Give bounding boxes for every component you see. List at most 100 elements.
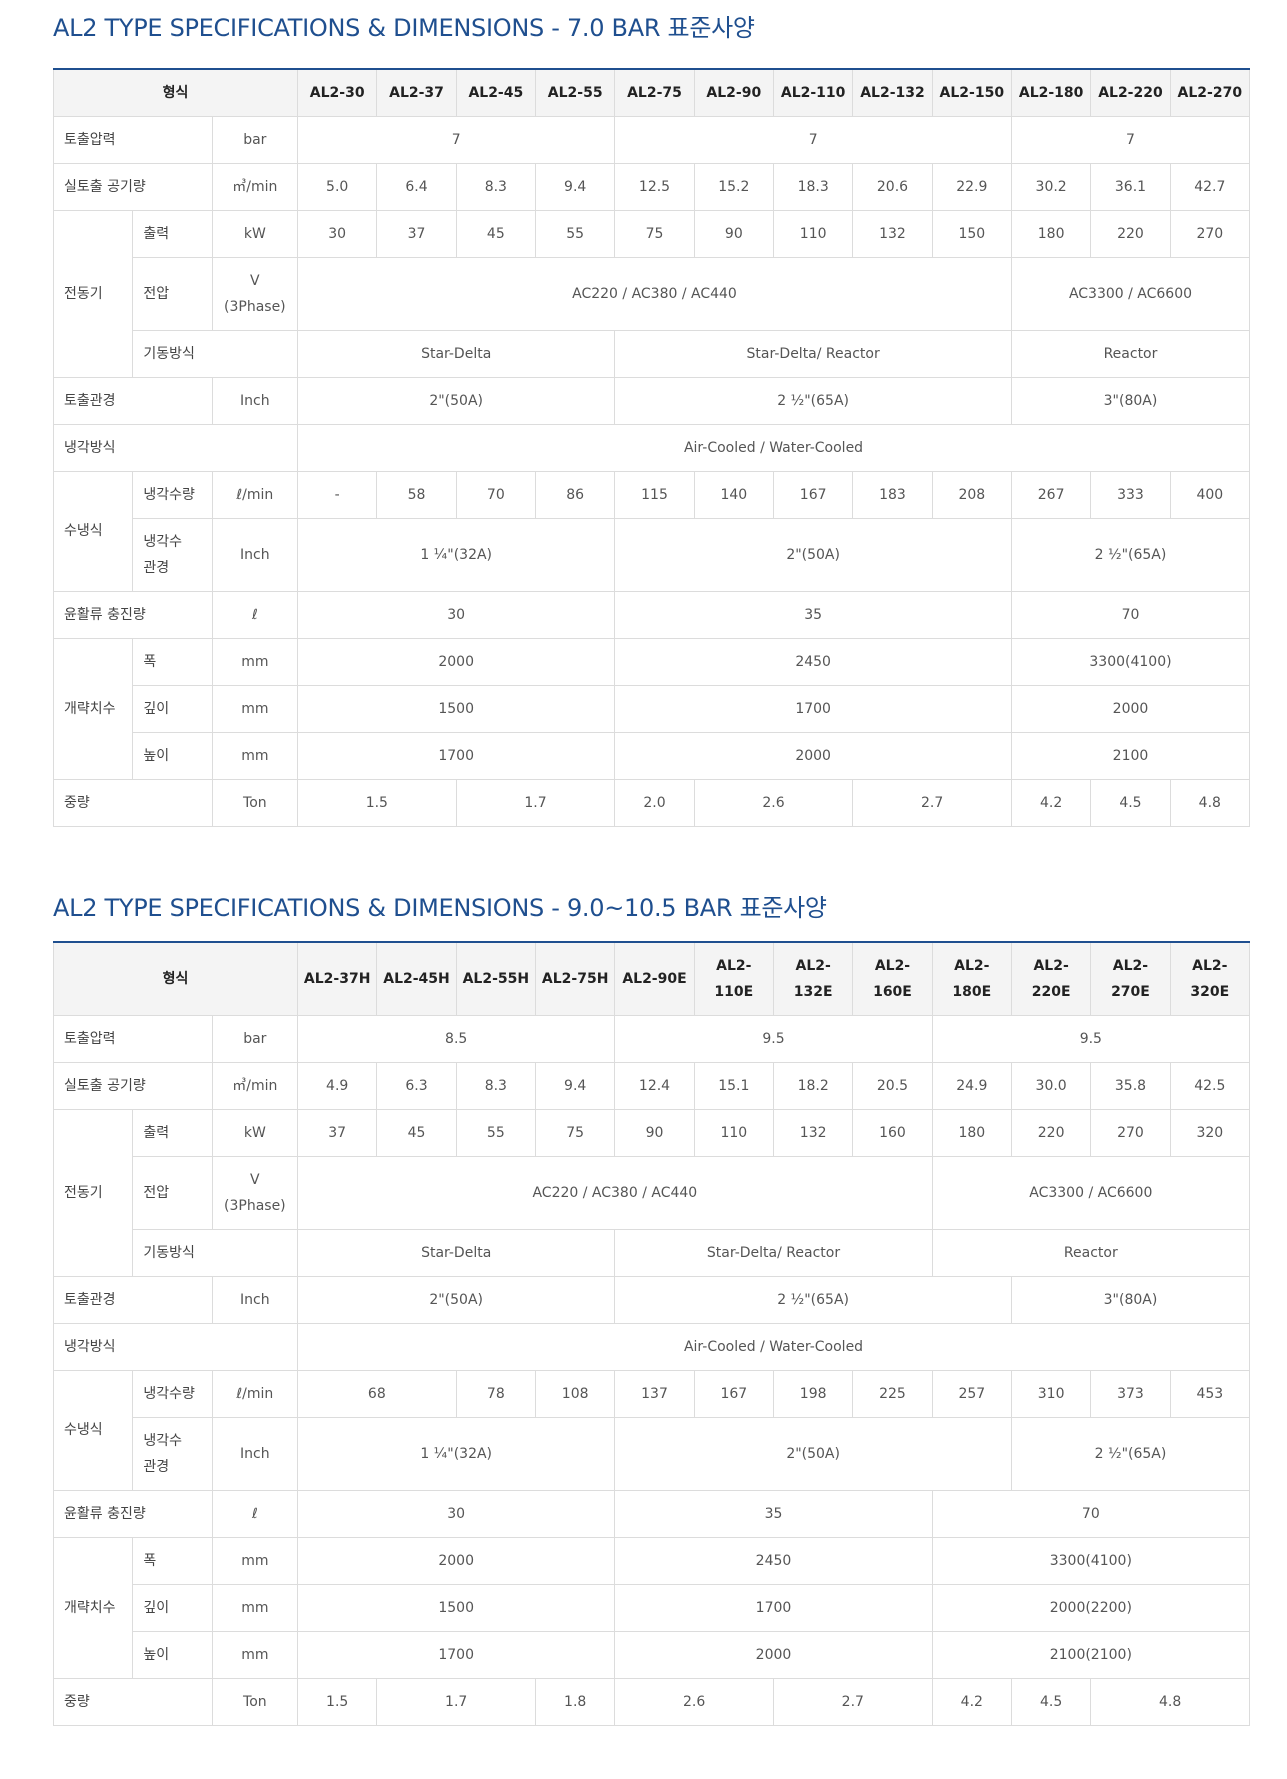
table-cell: 42.7 — [1169, 162, 1251, 211]
row-cooling-water-flow: 수냉식 냉각수량 ℓ/min 68 78 108 137 167 198 225… — [52, 1369, 1251, 1491]
table-cell: 208 — [931, 470, 1012, 519]
row-motor-starting: 기동방식 Star-Delta Star-Delta/ Reactor Reac… — [54, 1228, 1251, 1277]
table-cell: 2000 — [1010, 684, 1251, 733]
table-cell: 70 — [931, 1489, 1251, 1538]
table-cell: 267 — [1010, 470, 1092, 519]
table-cell: 30 — [297, 590, 616, 639]
row-unit: ℓ — [211, 590, 299, 639]
table-cell: 137 — [614, 1369, 695, 1418]
row-dim-depth: 깊이 mm 1500 1700 2000(2200) — [54, 1583, 1251, 1632]
table-cell: 7 — [1010, 115, 1251, 164]
table-cell: 1500 — [297, 1583, 616, 1632]
table-cell: 132 — [852, 209, 933, 258]
row-label: 토출관경 — [53, 1275, 213, 1324]
table-cell: 1700 — [297, 1630, 616, 1679]
table-cell: 37 — [297, 1108, 378, 1157]
table-cell: Reactor — [1010, 329, 1251, 378]
table-cell: 9.4 — [534, 162, 616, 211]
table-cell: Air-Cooled / Water-Cooled — [297, 1322, 1250, 1371]
table-cell: 2"(50A) — [297, 376, 616, 425]
model-header-line: 180E — [952, 983, 992, 1000]
row-discharge-pipe: 토출관경 Inch 2"(50A) 2 ½"(65A) 3"(80A) — [53, 376, 1251, 425]
table-cell: 4.5 — [1090, 778, 1171, 827]
row-cooling-water-pipe: 냉각수 관경 Inch 1 ¼"(32A) 2"(50A) 2 ½"(65A) — [54, 517, 1251, 592]
table-cell: 4.2 — [931, 1677, 1012, 1726]
table-cell: Star-Delta/ Reactor — [614, 329, 1012, 378]
table-cell: 2000 — [614, 1630, 933, 1679]
table-cell: 160 — [852, 1108, 933, 1157]
label-line: 냉각수 — [143, 1432, 182, 1449]
table-cell: 2"(50A) — [614, 517, 1012, 592]
row-cooling-water-pipe: 냉각수 관경 Inch 1 ¼"(32A) 2"(50A) 2 ½"(65A) — [54, 1416, 1251, 1491]
model-header: AL2-75 — [614, 68, 695, 117]
table-cell: 1.7 — [376, 1677, 536, 1726]
table-cell: 4.8 — [1169, 778, 1251, 827]
table-cell: 180 — [1010, 209, 1092, 258]
model-header: AL2-55 — [534, 68, 616, 117]
model-header: AL2-270 — [1169, 68, 1251, 117]
model-header-line: AL2- — [795, 957, 831, 974]
table-cell: Star-Delta — [297, 329, 616, 378]
table-cell: 3300(4100) — [931, 1536, 1251, 1585]
table-cell: 58 — [376, 470, 457, 519]
table-cell: 68 — [297, 1369, 457, 1418]
model-header: AL2-37 — [376, 68, 457, 117]
table-cell: 108 — [534, 1369, 616, 1418]
table-cell: 2000 — [614, 731, 1012, 780]
row-label: 출력 — [132, 209, 213, 258]
row-label: 토출관경 — [53, 376, 213, 425]
table-cell: 55 — [534, 209, 616, 258]
row-label: 중량 — [53, 778, 213, 827]
table-cell: 333 — [1090, 470, 1171, 519]
table-cell: 18.3 — [772, 162, 854, 211]
table-cell: 453 — [1169, 1369, 1251, 1418]
table-cell: 4.2 — [1010, 778, 1092, 827]
row-label: 깊이 — [132, 1583, 213, 1632]
row-label: 폭 — [132, 1536, 213, 1585]
row-label: 토출압력 — [53, 115, 213, 164]
model-header: AL2- 320E — [1169, 941, 1251, 1016]
model-header: AL2-45H — [376, 941, 457, 1016]
table-cell: 15.2 — [693, 162, 774, 211]
table-cell: 373 — [1090, 1369, 1171, 1418]
table-cell: 6.3 — [376, 1061, 457, 1110]
table-cell: 110 — [693, 1108, 774, 1157]
row-label: 전압 — [132, 256, 213, 331]
table-cell: 257 — [931, 1369, 1012, 1418]
row-label: 기동방식 — [132, 329, 299, 378]
table-cell: 20.6 — [852, 162, 933, 211]
table-cell: 2100(2100) — [931, 1630, 1251, 1679]
model-header: AL2-90 — [693, 68, 774, 117]
row-motor-output: 전동기 출력 kW 37 45 55 75 90 110 132 160 180… — [52, 1108, 1251, 1277]
table-cell: Star-Delta/ Reactor — [614, 1228, 933, 1277]
table-cell: 2 ½"(65A) — [1010, 1416, 1251, 1491]
table-cell: 7 — [614, 115, 1012, 164]
row-motor-output: 전동기 출력 kW 30 37 45 55 75 90 110 132 150 … — [52, 209, 1251, 378]
model-header: AL2-30 — [297, 68, 378, 117]
table-cell: AC3300 / AC6600 — [931, 1155, 1251, 1230]
table-cell: 2000 — [297, 637, 616, 686]
row-unit: Ton — [211, 1677, 299, 1726]
model-header: AL2- 270E — [1090, 941, 1171, 1016]
table-cell: 9.5 — [931, 1014, 1251, 1063]
model-header: AL2-45 — [455, 68, 537, 117]
table-cell: 2"(50A) — [614, 1416, 1012, 1491]
table-cell: 310 — [1010, 1369, 1092, 1418]
table-cell: 9.5 — [614, 1014, 933, 1063]
row-discharge-pressure: 토출압력 bar 7 7 7 — [53, 115, 1251, 164]
unit-line: (3Phase) — [224, 298, 286, 315]
table-cell: 22.9 — [931, 162, 1012, 211]
table-cell: 180 — [931, 1108, 1012, 1157]
table-cell: 3300(4100) — [1010, 637, 1251, 686]
table-cell: 220 — [1090, 209, 1171, 258]
model-header: AL2-90E — [614, 941, 695, 1016]
model-header: AL2- 160E — [852, 941, 933, 1016]
table-cell: 7 — [297, 115, 616, 164]
table-cell: 78 — [455, 1369, 537, 1418]
table-cell: 30 — [297, 209, 378, 258]
table-cell: 5.0 — [297, 162, 378, 211]
row-unit: kW — [211, 209, 299, 258]
header-model-label: 형식 — [52, 68, 299, 117]
unit-line: (3Phase) — [224, 1197, 286, 1214]
table-cell: 35 — [614, 590, 1012, 639]
